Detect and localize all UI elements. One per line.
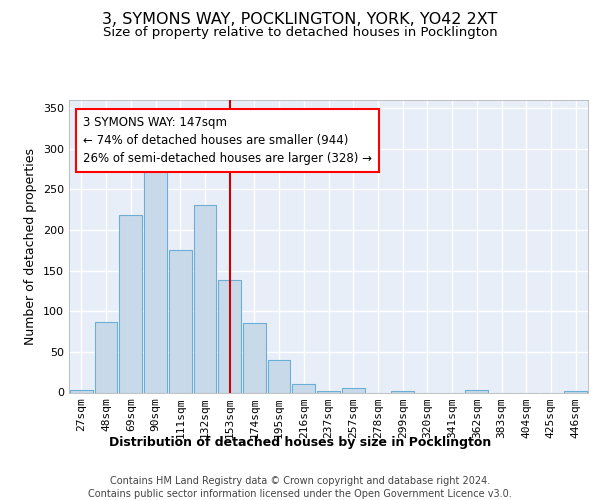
Text: Contains public sector information licensed under the Open Government Licence v3: Contains public sector information licen…: [88, 489, 512, 499]
Bar: [95, 322, 118, 392]
Bar: [169, 250, 191, 392]
Text: 3 SYMONS WAY: 147sqm
← 74% of detached houses are smaller (944)
26% of semi-deta: 3 SYMONS WAY: 147sqm ← 74% of detached h…: [83, 116, 371, 166]
Bar: [292, 384, 315, 392]
Text: 3, SYMONS WAY, POCKLINGTON, YORK, YO42 2XT: 3, SYMONS WAY, POCKLINGTON, YORK, YO42 2…: [103, 12, 497, 28]
Y-axis label: Number of detached properties: Number of detached properties: [25, 148, 37, 345]
Bar: [70, 390, 93, 392]
Bar: [391, 391, 414, 392]
Bar: [268, 360, 290, 392]
Bar: [218, 280, 241, 392]
Bar: [144, 162, 167, 392]
Text: Size of property relative to detached houses in Pocklington: Size of property relative to detached ho…: [103, 26, 497, 39]
Bar: [466, 390, 488, 392]
Bar: [564, 391, 587, 392]
Bar: [243, 324, 266, 392]
Text: Distribution of detached houses by size in Pocklington: Distribution of detached houses by size …: [109, 436, 491, 449]
Bar: [342, 388, 365, 392]
Bar: [119, 216, 142, 392]
Bar: [194, 205, 216, 392]
Text: Contains HM Land Registry data © Crown copyright and database right 2024.: Contains HM Land Registry data © Crown c…: [110, 476, 490, 486]
Bar: [317, 391, 340, 392]
